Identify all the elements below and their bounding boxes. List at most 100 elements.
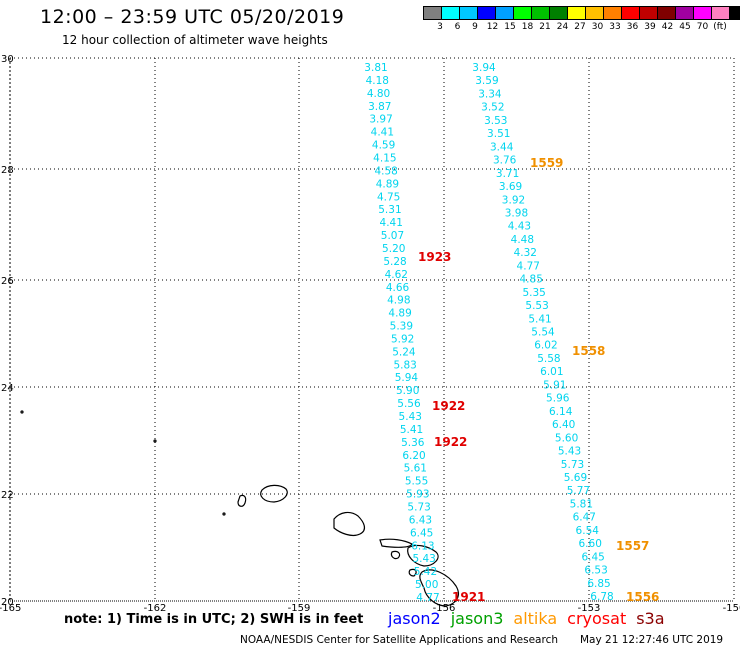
wave-height: 4.41 [371,127,394,139]
wave-height: 5.81 [570,498,593,510]
wave-height: 5.43 [412,553,435,565]
legend-label-8: 27 [574,22,586,32]
wave-height: 5.00 [415,579,438,591]
legend-label-12: 39 [644,22,656,32]
wave-height: 6.43 [409,514,432,526]
wave-height: 3.71 [496,168,519,180]
pass-time-altika: 1559 [530,156,563,170]
legend-label-4: 15 [504,22,516,32]
wave-height: 4.77 [517,260,540,272]
wave-height: 5.69 [564,472,587,484]
hawaiian-islands [20,410,459,607]
wave-height: 3.76 [493,155,517,167]
wave-height: 3.97 [369,114,392,126]
wave-height: 6.45 [581,551,604,563]
legend-label-13: 42 [661,22,674,32]
satellite-jason3: jason3 [450,609,504,628]
wave-height: 5.43 [558,446,581,458]
legend-label-14: 45 [679,22,691,32]
lat-label-22: 22 [1,490,14,501]
wave-height: 4.85 [520,274,543,286]
wave-height: 5.07 [381,230,404,242]
lon-label--153: -153 [578,603,601,614]
legend-label-7: 24 [556,22,569,32]
wave-height: 5.20 [382,243,405,255]
island-lanai [390,550,401,560]
legend-label-3: 12 [486,22,499,32]
wave-height: 6.47 [573,512,596,524]
wave-height: 4.75 [377,191,400,203]
wave-height: 4.89 [376,178,399,190]
wave-height: 3.81 [364,62,387,74]
pass-time-altika: 1557 [616,539,649,553]
wave-height: 5.83 [393,359,416,371]
map-frame [9,57,735,602]
wave-height: 5.77 [567,485,590,497]
units-note: note: 1) Time is in UTC; 2) SWH is in fe… [64,612,364,627]
wave-height: 3.34 [478,88,502,100]
wave-height: 5.61 [404,463,427,475]
wave-height: 5.28 [383,256,406,268]
wave-height: 6.14 [549,406,573,418]
wave-height: 3.98 [505,207,528,219]
legend-swatch-17 [729,6,740,20]
wave-height: 3.53 [484,115,507,127]
wave-height: 5.60 [555,432,578,444]
wave-height: 5.43 [399,411,422,423]
island-kauai [260,484,288,503]
wave-height: 3.92 [502,194,525,206]
wave-height: 4.62 [385,269,408,281]
lon-label--162: -162 [144,603,167,614]
wave-height: 4.59 [372,140,395,152]
legend-label-2: 9 [472,22,478,32]
satellite-cryosat: cryosat [567,609,627,628]
pass-time-altika: 1556 [626,590,659,604]
wave-height: 4.77 [416,592,439,604]
lon-label--159: -159 [288,603,311,614]
wave-height: 4.15 [373,152,396,164]
wave-height: 5.55 [405,476,428,488]
wave-height: 5.92 [391,333,414,345]
wave-height: 5.73 [407,502,430,514]
wave-height: 5.24 [392,346,416,358]
legend-label-15: 70 [696,22,709,32]
legend-label-6: 21 [539,22,551,32]
wave-height: 3.69 [499,181,522,193]
wave-height: 3.87 [368,101,391,113]
wave-height: 3.94 [472,62,496,74]
lat-label-26: 26 [1,276,14,287]
wave-height: 5.31 [378,204,401,216]
wave-height: 4.32 [514,247,537,259]
altimeter-track-1: 3.814.184.803.873.974.414.594.154.584.89… [364,62,439,604]
wave-height: 6.40 [552,419,575,431]
wave-height: 5.91 [543,379,566,391]
wave-height: 6.01 [540,366,563,378]
wave-height: 5.56 [397,398,421,410]
legend-label-5: 18 [521,22,534,32]
wave-height: 5.96 [546,393,570,405]
color-scale-legend [423,6,740,20]
wave-height: 5.35 [522,287,545,299]
island-dot-1 [20,410,24,414]
wave-height: 5.36 [401,437,425,449]
pass-time-cryosat: 1922 [432,399,465,413]
pass-time-labels: 1559 1923 1558 1922 1922 1557 1921 1556 [418,156,659,604]
pass-time-cryosat: 1923 [418,250,451,264]
lon-label--165: -165 [0,603,21,614]
wave-height: 5.90 [396,385,419,397]
wave-height: 5.58 [537,353,560,365]
pass-time-altika: 1558 [572,344,605,358]
wave-height: 5.41 [528,313,551,325]
wave-height: 6.60 [579,538,602,550]
lat-label-28: 28 [1,165,14,176]
wave-height: 4.18 [366,75,389,87]
lon-label--156: -156 [433,603,456,614]
wave-height: 6.20 [402,450,425,462]
satellite-altika: altika [513,609,558,628]
wave-height: 4.43 [508,221,531,233]
wave-height: 6.02 [534,340,557,352]
legend-label-11: 36 [626,22,639,32]
lat-lon-grid [9,57,735,602]
pass-time-cryosat: 1921 [452,590,485,604]
wave-height: 4.66 [386,282,410,294]
